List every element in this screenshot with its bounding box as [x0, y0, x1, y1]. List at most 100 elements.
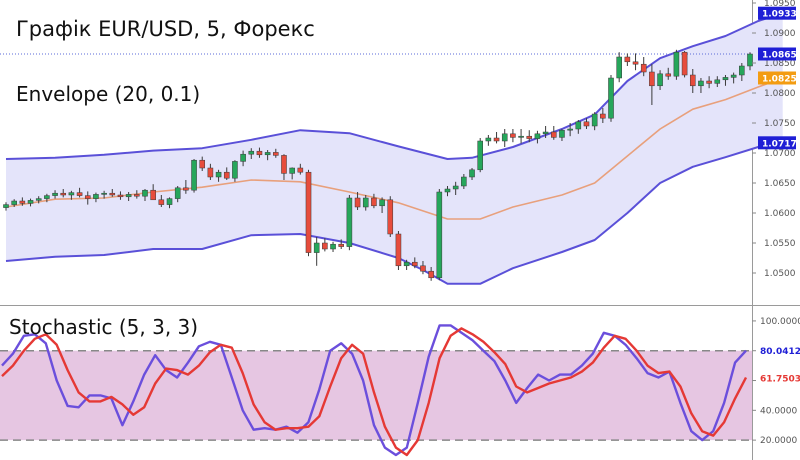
envelope-upper-line	[5, 12, 784, 160]
stochastic-k-line	[1, 324, 747, 457]
candle-down	[583, 121, 590, 127]
candle-up	[575, 121, 582, 130]
price-axis-label: 1.0700	[764, 149, 796, 159]
candle-up	[739, 65, 745, 76]
price-axis-label: 1.0850	[764, 59, 796, 69]
candle-up	[191, 159, 197, 191]
candle-down	[649, 71, 655, 87]
candle-up	[27, 200, 34, 204]
stochastic-tag-box	[758, 371, 800, 385]
candle-down	[493, 137, 500, 142]
candle-down	[117, 194, 124, 198]
candle-down	[354, 197, 361, 208]
candle-up	[379, 199, 385, 207]
candle-up	[125, 194, 132, 198]
stochastic-axis-label: 100.0000	[760, 317, 800, 327]
candle-up	[330, 243, 336, 250]
candle-down	[600, 113, 606, 119]
candle-down	[387, 199, 394, 235]
candle-up	[240, 153, 246, 162]
candle-up	[698, 80, 704, 87]
candle-down	[207, 167, 214, 178]
candle-up	[714, 79, 721, 84]
candle-up	[3, 204, 9, 208]
candle-down	[223, 171, 230, 179]
stochastic-d-line	[1, 327, 748, 457]
candle-down	[297, 167, 304, 173]
candle-down	[706, 80, 712, 84]
candle-up	[403, 261, 410, 267]
candle-down	[681, 51, 688, 76]
candle-up	[485, 137, 492, 142]
candle-up	[477, 140, 483, 171]
stochastic-tag-box	[758, 344, 800, 358]
candle-up	[232, 161, 238, 179]
candle-down	[199, 159, 206, 169]
candle-up	[657, 73, 663, 87]
stochastic-tag-label: 80.0412	[760, 347, 800, 357]
price-tag-label: 1.0933	[762, 10, 797, 20]
envelope-middle-line	[5, 77, 783, 220]
envelope-band-fill	[6, 13, 783, 284]
candle-up	[501, 133, 508, 142]
candle-down	[150, 189, 156, 201]
candle-up	[142, 189, 148, 197]
candle-up	[11, 200, 17, 205]
envelope-label: Envelope (20, 0.1)	[16, 82, 201, 106]
candle-up	[362, 197, 369, 208]
candle-up	[35, 198, 42, 201]
stochastic-title: Stochastic (5, 3, 3)	[9, 315, 199, 339]
candle-down	[624, 56, 631, 63]
chart-title: Графік EUR/USD, 5, Форекс	[16, 17, 315, 41]
candle-down	[109, 192, 116, 196]
candle-down	[632, 61, 639, 65]
candle-down	[134, 194, 140, 197]
candle-up	[452, 185, 459, 190]
candle-up	[248, 150, 255, 155]
candle-down	[84, 195, 91, 199]
candle-up	[93, 194, 99, 199]
price-axis-label: 1.0800	[764, 89, 796, 99]
price-tag-box	[758, 47, 796, 61]
price-axis-label: 1.0600	[764, 209, 796, 219]
candle-up	[542, 131, 549, 135]
candle-up	[174, 187, 181, 199]
candle-up	[608, 77, 614, 119]
candle-down	[526, 135, 533, 139]
candle-up	[591, 113, 598, 127]
candle-up	[518, 135, 524, 138]
price-tag-box	[758, 6, 796, 20]
candle-down	[510, 133, 516, 138]
candle-up	[264, 152, 271, 156]
candle-down	[273, 152, 279, 156]
candle-up	[730, 74, 737, 78]
price-tag-box	[758, 71, 796, 85]
candle-up	[559, 129, 565, 138]
candle-up	[747, 53, 753, 67]
candle-down	[395, 233, 402, 267]
candle-up	[101, 192, 107, 195]
candle-down	[256, 150, 263, 156]
candle-up	[68, 192, 75, 196]
candle-down	[158, 199, 165, 205]
candle-down	[281, 155, 287, 174]
envelope-lower-line	[5, 141, 783, 285]
candle-up	[44, 195, 50, 199]
price-axis-label: 1.0550	[764, 239, 796, 249]
price-axis-label: 1.0950	[764, 0, 796, 9]
candle-down	[305, 171, 312, 253]
candle-up	[166, 198, 173, 205]
candle-down	[412, 261, 418, 267]
candle-down	[428, 270, 434, 279]
candle-down	[640, 63, 647, 73]
candle-up	[346, 197, 353, 247]
candle-up	[469, 169, 475, 178]
price-tag-label: 1.0865	[762, 51, 797, 61]
price-tag-label: 1.0825	[762, 75, 797, 85]
candle-down	[550, 131, 557, 138]
stochastic-tag-label: 61.7503	[760, 374, 800, 384]
stochastic-axis-label: 40.0000	[760, 406, 797, 416]
candle-up	[461, 176, 467, 187]
candle-up	[215, 171, 222, 178]
